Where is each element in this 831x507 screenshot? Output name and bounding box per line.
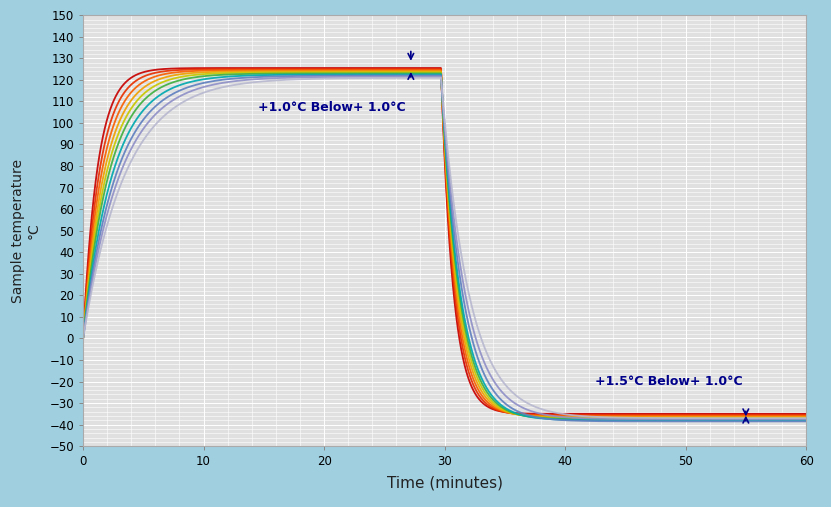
Text: +1.5°C Below+ 1.0°C: +1.5°C Below+ 1.0°C	[595, 375, 743, 388]
X-axis label: Time (minutes): Time (minutes)	[386, 475, 503, 490]
Y-axis label: Sample temperature
°C: Sample temperature °C	[11, 159, 41, 303]
Text: +1.0°C Below+ 1.0°C: +1.0°C Below+ 1.0°C	[258, 101, 406, 115]
